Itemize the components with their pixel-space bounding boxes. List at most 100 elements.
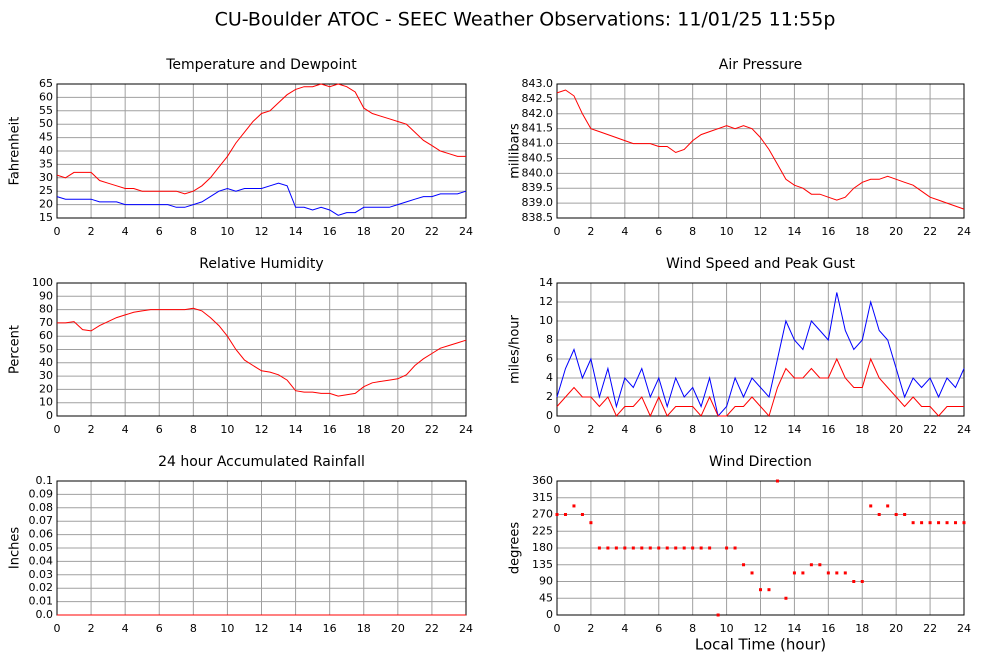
y-tick-label: 80	[39, 303, 53, 316]
y-tick-label: 0.01	[29, 595, 54, 608]
y-tick-label: 20	[39, 198, 53, 211]
panel: Air Pressure millibars 838.5 839.0 839.5 840.…	[508, 57, 972, 238]
x-tick-label: 12	[754, 225, 768, 238]
x-tick-label: 22	[923, 622, 937, 635]
x-tick-label: 4	[621, 423, 628, 436]
data-point	[631, 546, 635, 550]
x-tick-label: 24	[957, 423, 971, 436]
x-tick-label: 10	[720, 423, 734, 436]
x-tick-label: 8	[190, 622, 197, 635]
y-tick-label: 0	[546, 608, 553, 621]
x-tick-label: 6	[655, 225, 662, 238]
data-point	[759, 588, 762, 592]
x-tick-label: 18	[855, 423, 869, 436]
y-tick-label: 270	[532, 508, 553, 521]
data-point	[792, 571, 796, 575]
y-axis-label: degrees	[508, 522, 523, 575]
y-tick-label: 0.06	[29, 528, 54, 541]
x-tick-label: 20	[889, 622, 903, 635]
y-tick-label: 0.08	[29, 501, 54, 514]
data-point	[691, 546, 695, 550]
data-point	[733, 546, 737, 550]
x-tick-label: 2	[88, 225, 95, 238]
y-tick-label: 840.5	[522, 151, 554, 164]
y-tick-label: 15	[39, 211, 53, 224]
x-tick-label: 4	[621, 622, 628, 635]
panel-title: Temperature and Dewpoint	[165, 57, 357, 73]
x-tick-label: 8	[190, 225, 197, 238]
x-tick-label: 22	[425, 622, 439, 635]
data-point	[563, 513, 567, 516]
y-tick-label: 135	[532, 558, 553, 571]
y-tick-label: 70	[39, 316, 53, 329]
x-tick-label: 0	[554, 622, 561, 635]
x-tick-label: 2	[587, 622, 594, 635]
x-tick-label: 24	[459, 423, 473, 436]
y-axis-label: millibars	[508, 123, 523, 179]
x-tick-label: 10	[220, 423, 234, 436]
x-tick-label: 8	[689, 423, 696, 436]
x-tick-label: 8	[689, 225, 696, 238]
x-tick-label: 16	[323, 225, 337, 238]
y-tick-label: 841.0	[522, 137, 554, 150]
x-tick-label: 16	[821, 423, 835, 436]
panel-title: Wind Speed and Peak Gust	[666, 256, 855, 272]
y-tick-label: 20	[39, 382, 53, 395]
panel: 24 hour Accumulated RainfallInches0.00.0…	[8, 454, 474, 635]
data-point	[801, 571, 805, 575]
x-tick-label: 0	[54, 622, 61, 635]
data-point	[835, 571, 839, 575]
data-point	[869, 504, 873, 508]
y-tick-label: 30	[39, 369, 53, 382]
data-line	[556, 292, 965, 418]
x-tick-label: 12	[754, 622, 768, 635]
data-point	[877, 513, 881, 516]
y-tick-label: 0.09	[29, 487, 54, 500]
x-tick-label: 0	[54, 225, 61, 238]
y-tick-label: 50	[39, 343, 53, 356]
y-tick-label: 35	[39, 157, 53, 170]
x-tick-label: 22	[425, 225, 439, 238]
x-tick-label: 4	[621, 225, 628, 238]
x-tick-label: 4	[122, 423, 129, 436]
y-tick-label: 225	[532, 524, 553, 537]
x-tick-label: 18	[357, 225, 371, 238]
data-point	[606, 546, 610, 550]
x-tick-label: 20	[889, 423, 903, 436]
y-axis-label: miles/hour	[508, 314, 523, 383]
x-tick-label: 18	[357, 622, 371, 635]
panel-title: Relative Humidity	[199, 256, 323, 272]
panel: Wind Speed and Peak Gustmiles/hour024681…	[508, 256, 972, 436]
data-point	[903, 513, 907, 516]
x-tick-label: 4	[122, 225, 129, 238]
panel-title: Wind Direction	[709, 454, 812, 470]
y-tick-label: 0.07	[29, 514, 54, 527]
y-tick-label: 0.02	[29, 581, 54, 594]
x-tick-label: 16	[323, 622, 337, 635]
panel-title: 24 hour Accumulated Rainfall	[158, 454, 365, 470]
data-point	[580, 513, 584, 516]
x-tick-label: 4	[122, 622, 129, 635]
data-point	[937, 521, 941, 525]
x-tick-label: 10	[720, 225, 734, 238]
x-tick-label: 12	[255, 622, 269, 635]
data-point	[784, 596, 788, 600]
y-tick-label: 40	[39, 356, 53, 369]
y-tick-label: 839.0	[522, 196, 554, 209]
data-point	[716, 613, 720, 617]
x-tick-label: 0	[554, 225, 561, 238]
data-line	[56, 182, 467, 216]
data-point	[555, 513, 559, 516]
data-line	[556, 89, 965, 210]
data-point	[886, 504, 890, 508]
y-tick-label: 45	[539, 591, 553, 604]
y-tick-label: 843.0	[522, 77, 554, 90]
data-point	[725, 546, 729, 550]
y-tick-label: 45	[39, 131, 53, 144]
x-tick-label: 22	[425, 423, 439, 436]
data-line	[57, 307, 467, 397]
panel: Temperature and DewpointFahrenheit152025…	[8, 57, 474, 238]
y-tick-label: 100	[32, 276, 53, 289]
panel: Wind Direction degrees Local Time (hour) 0 4…	[508, 454, 972, 654]
data-point	[945, 521, 949, 525]
